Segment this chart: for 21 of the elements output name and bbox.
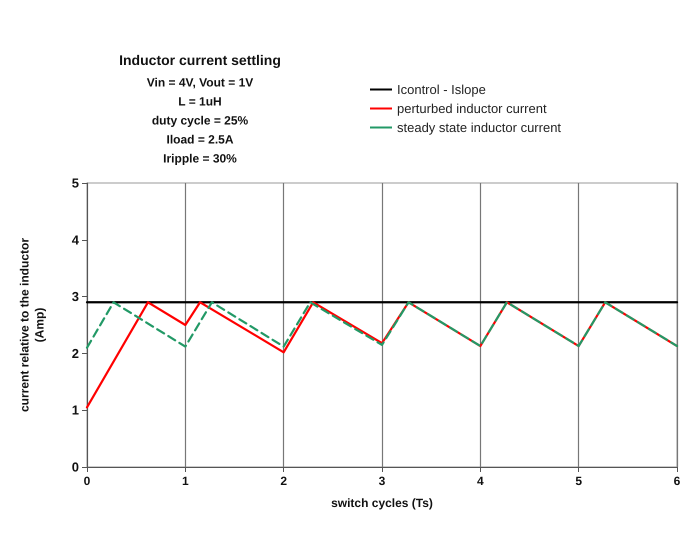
x-tick-label: 1 — [182, 474, 189, 488]
legend-label: steady state inductor current — [397, 120, 562, 135]
x-axis-title: switch cycles (Ts) — [331, 496, 433, 510]
legend-label: Icontrol - Islope — [397, 82, 486, 97]
y-tick-label: 1 — [72, 402, 79, 418]
line-series — [86, 301, 678, 349]
chart-title: Inductor current settling — [119, 52, 281, 68]
x-tick-label: 0 — [84, 474, 91, 488]
y-axis-title: current relative to the inductor (Amp) — [18, 238, 46, 412]
y-tick-label: 4 — [72, 232, 80, 248]
y-tick-label: 3 — [72, 289, 79, 304]
x-tick-label: 6 — [674, 474, 681, 488]
chart-subtitle: Vin = 4V, Vout = 1V L = 1uH duty cycle = 25% Iload = 2.5A Iripple = 30% — [146, 76, 254, 166]
y-tick-label: 0 — [72, 460, 79, 474]
x-tick-label: 5 — [575, 474, 582, 488]
x-tick-label: 3 — [378, 474, 386, 488]
x-tick-label: 2 — [280, 474, 288, 488]
y-tick-label: 2 — [72, 346, 79, 361]
y-tick-label: 5 — [72, 176, 79, 190]
legend-label: perturbed inductor current — [397, 101, 547, 116]
x-tick-label: 4 — [476, 474, 484, 488]
